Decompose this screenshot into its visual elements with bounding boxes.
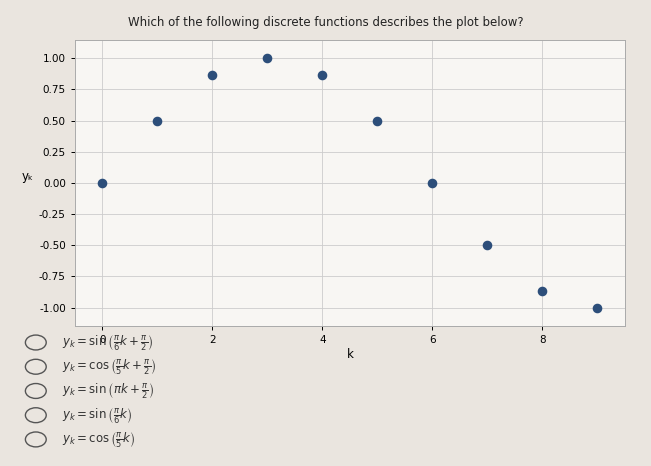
Point [482,241,493,249]
Point [262,55,273,62]
Point [592,304,603,311]
Point [372,117,383,124]
Point [317,71,327,79]
Text: $y_k = \cos\left(\frac{\pi}{5}k\right)$: $y_k = \cos\left(\frac{\pi}{5}k\right)$ [62,430,135,449]
Text: $y_k = \sin\left(\frac{\pi}{6}k + \frac{\pi}{2}\right)$: $y_k = \sin\left(\frac{\pi}{6}k + \frac{… [62,333,154,352]
X-axis label: k: k [346,348,353,361]
Point [427,179,437,186]
Point [537,287,547,295]
Y-axis label: yₖ: yₖ [22,170,34,183]
Text: $y_k = \sin\left(\frac{\pi}{6}k\right)$: $y_k = \sin\left(\frac{\pi}{6}k\right)$ [62,406,132,425]
Text: $y_k = \sin\left(\pi k + \frac{\pi}{2}\right)$: $y_k = \sin\left(\pi k + \frac{\pi}{2}\r… [62,382,154,400]
Point [152,117,163,124]
Text: Which of the following discrete functions describes the plot below?: Which of the following discrete function… [128,16,523,29]
Point [207,71,217,79]
Point [97,179,107,186]
Text: $y_k = \cos\left(\frac{\pi}{5}k + \frac{\pi}{2}\right)$: $y_k = \cos\left(\frac{\pi}{5}k + \frac{… [62,357,156,376]
